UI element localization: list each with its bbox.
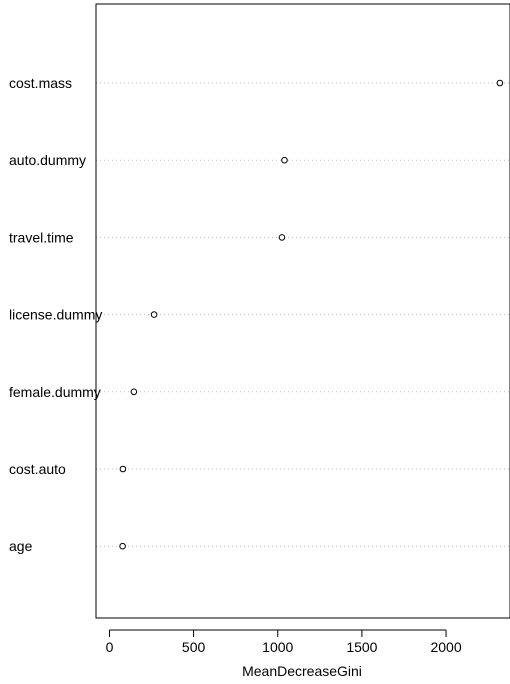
variable-label: cost.auto [9, 461, 66, 477]
x-axis: 0 500 1000 1500 2000 [106, 629, 462, 655]
data-point [281, 156, 288, 164]
data-point [119, 542, 126, 550]
variable-label: auto.dummy [9, 152, 86, 168]
data-point [496, 79, 504, 87]
x-tick-label: 0 [106, 639, 114, 655]
variable-labels: cost.mass auto.dummy travel.time license.du… [9, 75, 102, 554]
data-point [119, 465, 127, 473]
variable-label: travel.time [9, 229, 74, 245]
data-point [278, 234, 286, 241]
variable-label: license.dummy [9, 307, 102, 323]
variable-label: female.dummy [9, 384, 101, 400]
x-tick-label: 1500 [346, 639, 377, 655]
x-tick-label: 500 [182, 639, 206, 655]
grid-lines [96, 82, 510, 547]
x-axis-label: MeanDecreaseGini [242, 663, 362, 679]
plot-frame [95, 3, 510, 619]
variable-label: cost.mass [9, 75, 72, 91]
x-tick-label: 2000 [430, 639, 461, 655]
variable-label: age [9, 538, 33, 554]
data-point [150, 311, 158, 318]
data-points [119, 79, 504, 550]
x-tick-label: 1000 [262, 639, 293, 655]
data-point [130, 388, 138, 396]
